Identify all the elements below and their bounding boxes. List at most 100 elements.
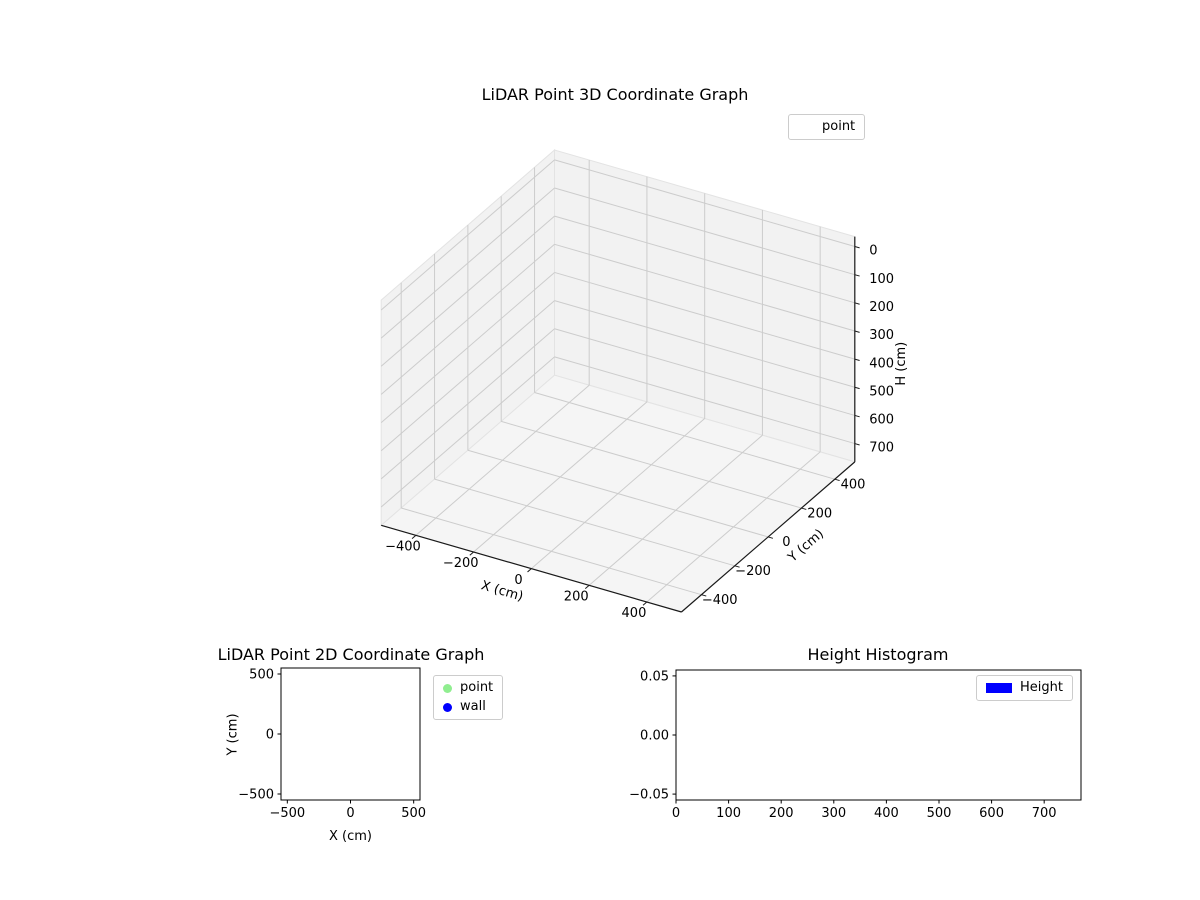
tick (834, 478, 840, 482)
grid-line (380, 215, 555, 367)
tick (767, 536, 774, 539)
z-tick-label: 600 (869, 413, 894, 428)
y-tick-label: 0.00 (640, 729, 669, 744)
y-tick-label: −400 (702, 593, 738, 608)
x-tick-label: 0 (514, 573, 522, 588)
z-tick-label: 0 (869, 244, 877, 259)
plot3d-legend: point (788, 114, 866, 140)
z-tick-label: 400 (869, 356, 894, 371)
z-tick-label: 700 (869, 441, 894, 456)
y-tick-label: 200 (807, 506, 832, 521)
plot2d-axes: −500 0 500 −500 0 500 (238, 667, 426, 821)
height-bar-icon (986, 683, 1012, 693)
tick (854, 358, 860, 361)
y-tick-label: −200 (735, 564, 771, 579)
grid-line (554, 159, 855, 248)
tick (469, 551, 474, 556)
legend-label: wall (460, 699, 486, 714)
tick (854, 302, 860, 305)
z-tick-label: 300 (869, 328, 894, 343)
grid-line (380, 328, 555, 480)
x-tick-label: 400 (622, 606, 647, 621)
x-tick-label: 500 (401, 806, 426, 821)
wall-marker-icon (443, 702, 452, 712)
grid-line (534, 392, 835, 480)
grid-line (380, 300, 555, 452)
grid-line (467, 449, 769, 538)
x-tick-label: 100 (716, 806, 741, 821)
y-tick-label: −500 (238, 788, 274, 803)
x-tick-label: 500 (927, 806, 952, 821)
legend-label: point (822, 119, 856, 134)
grid-line (554, 356, 855, 445)
point-marker-icon (798, 122, 814, 132)
x-tick-label: 400 (874, 806, 899, 821)
tick (734, 565, 740, 568)
tick (854, 386, 860, 390)
z-tick-label: 100 (869, 272, 894, 287)
plot2d-ylabel: Y (cm) (225, 713, 241, 756)
x-tick-label: 300 (821, 806, 846, 821)
axes-frame (280, 667, 421, 801)
grid-line (554, 215, 855, 304)
grid-line (380, 272, 555, 423)
tick (701, 594, 707, 597)
tick (584, 584, 590, 589)
y-tick-label: 0 (782, 535, 790, 550)
x-tick-label: 200 (564, 589, 589, 604)
legend-entry: point (798, 120, 855, 134)
tick (801, 507, 807, 510)
plot3d-title: LiDAR Point 3D Coordinate Graph (481, 85, 749, 104)
legend-entry: wall (443, 700, 493, 714)
tick (527, 568, 532, 573)
x-tick-label: 700 (1032, 806, 1057, 821)
y-tick-label: −0.05 (629, 788, 669, 803)
grid-line (401, 507, 702, 596)
z-tick-label: 200 (869, 300, 894, 315)
grid-line (554, 328, 855, 416)
y-tick-label: 500 (249, 668, 274, 683)
plot3d-zlabel: H (cm) (894, 342, 909, 386)
legend-label: point (460, 680, 494, 695)
hist-legend: Height (976, 675, 1073, 701)
grid-line (501, 420, 802, 509)
x-tick-label: −400 (385, 539, 421, 554)
tick (854, 414, 860, 418)
tick (642, 601, 648, 606)
plot3d-axes: −400 −200 0 200 400 −400 −200 0 200 400 0 100 200 300… (380, 148, 909, 621)
plot2d-title: LiDAR Point 2D Coordinate Graph (217, 645, 485, 664)
grid-line (554, 300, 855, 388)
x-tick-label: −200 (443, 556, 479, 571)
grid-line (380, 187, 555, 339)
plot2d-xlabel: X (cm) (329, 829, 372, 844)
x-tick-label: 200 (769, 806, 794, 821)
x-tick-label: 0 (346, 806, 354, 821)
tick (854, 246, 860, 249)
x-tick-label: 600 (979, 806, 1004, 821)
hist-title: Height Histogram (807, 645, 949, 664)
tick (854, 274, 860, 277)
tick (411, 534, 417, 539)
legend-label: Height (1020, 680, 1063, 695)
y-tick-label: 0 (266, 728, 274, 743)
plot2d-legend: point wall (433, 675, 504, 720)
tick (854, 443, 860, 446)
x-tick-label: −500 (269, 806, 305, 821)
plot3d-ylabel: Y (cm) (785, 527, 827, 567)
tick (854, 330, 860, 333)
grid-line (434, 478, 735, 567)
grid-line (554, 243, 855, 332)
z-tick-label: 500 (869, 384, 894, 399)
grid-line (554, 187, 855, 276)
legend-entry: point (443, 681, 493, 695)
hist-axes: 0 100 200 300 400 500 600 700 −0.05 0.00 0.05 (629, 669, 1082, 821)
y-tick-label: 0.05 (640, 669, 669, 684)
grid-line (380, 243, 555, 395)
grid-line (380, 159, 555, 311)
legend-entry: Height (986, 681, 1063, 695)
x-tick-label: 0 (672, 806, 680, 821)
point-marker-icon (443, 683, 452, 693)
y-tick-label: 400 (841, 477, 866, 492)
grid-line (380, 356, 555, 508)
